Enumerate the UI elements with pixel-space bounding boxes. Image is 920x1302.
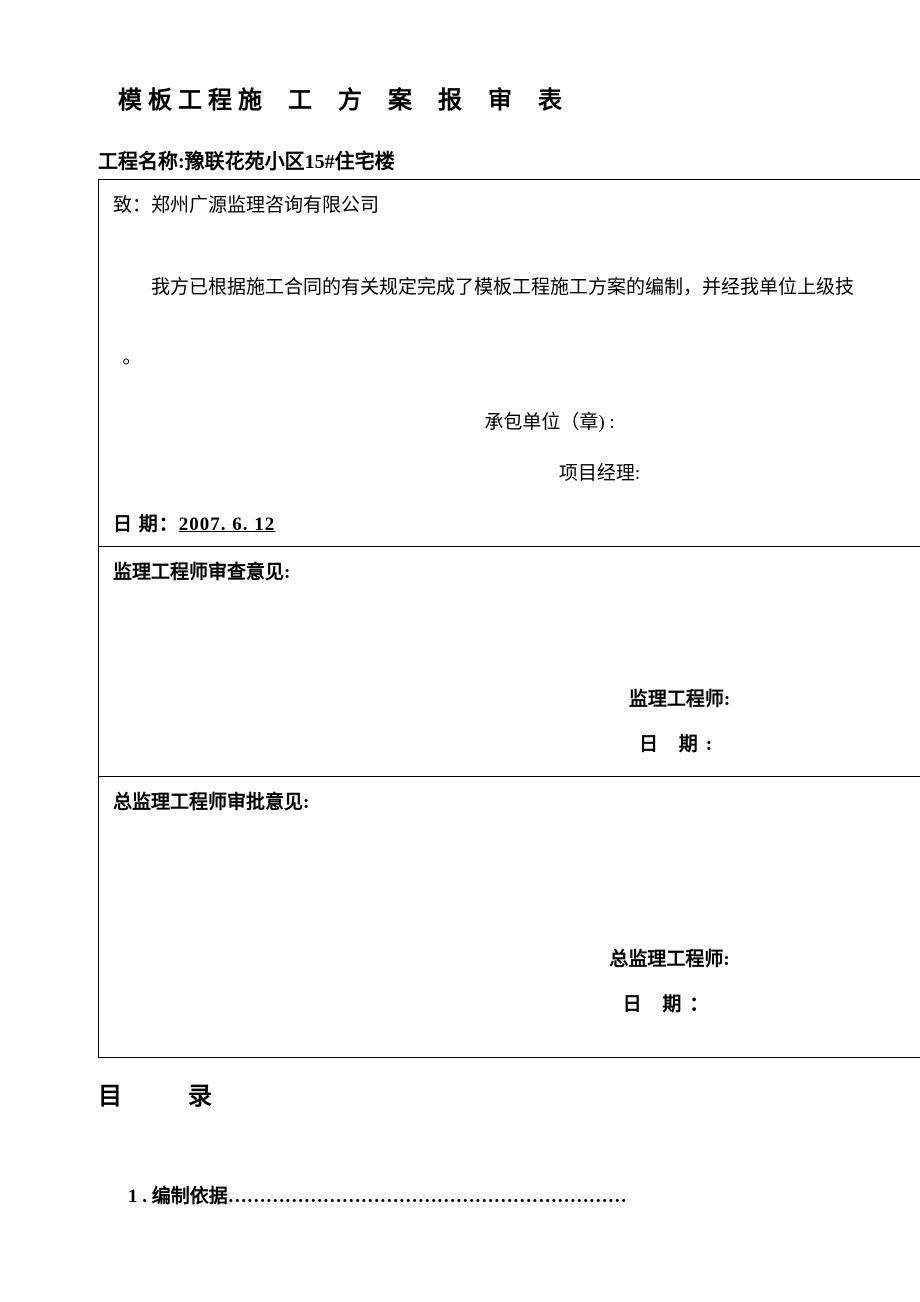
- supervisor-sig-label: 监理工程师:: [453, 684, 906, 711]
- project-name-line: 工程名称:豫联花苑小区15#住宅楼: [98, 145, 920, 174]
- body-main: 我方已根据施工合同的有关规定完成了模板工程施工方案的编制，并经我单位上级技: [151, 277, 854, 298]
- section-submission: 致：郑州广源监理咨询有限公司 我方已根据施工合同的有关规定完成了模板工程施工方案…: [99, 180, 920, 547]
- project-name-value: 豫联花苑小区15#住宅楼: [185, 151, 395, 173]
- chief-approval-title: 总监理工程师审批意见:: [113, 787, 906, 814]
- toc-item-num: 1 .: [128, 1186, 152, 1207]
- project-manager-label: 项目经理:: [293, 458, 906, 485]
- supervisor-signature-block: 监理工程师: 日 期:: [453, 684, 906, 756]
- submission-date-line: 日 期：2007. 6. 12: [113, 509, 906, 536]
- toc-item-1: 1 . 编制依据………………………………………………………: [128, 1181, 920, 1208]
- toc-item-text: 编制依据: [152, 1186, 228, 1207]
- chief-signature-block: 总监理工程师: 日 期：: [433, 944, 906, 1016]
- body-text: 我方已根据施工合同的有关规定完成了模板工程施工方案的编制，并经我单位上级技: [113, 267, 906, 309]
- section-supervisor-review: 监理工程师审查意见: 监理工程师: 日 期:: [99, 547, 920, 777]
- contractor-stamp-label: 承包单位（章) :: [193, 407, 906, 434]
- supervisor-review-title: 监理工程师审查意见:: [113, 557, 906, 584]
- date-value: 2007. 6. 12: [179, 514, 276, 535]
- title-part2: 工 方 案 报 审 表: [288, 88, 572, 114]
- chief-date-label: 日 期：: [433, 989, 906, 1016]
- to-label: 致：: [113, 195, 151, 216]
- supervisor-date-label: 日 期:: [453, 729, 906, 756]
- title-part1: 模板工程施: [118, 88, 268, 114]
- toc-item-dots: ………………………………………………………: [228, 1186, 627, 1207]
- section-chief-approval: 总监理工程师审批意见: 总监理工程师: 日 期：: [99, 777, 920, 1057]
- form-container: 致：郑州广源监理咨询有限公司 我方已根据施工合同的有关规定完成了模板工程施工方案…: [98, 179, 920, 1058]
- document-title: 模板工程施工 方 案 报 审 表: [118, 80, 920, 115]
- date-label: 日 期：: [113, 514, 179, 535]
- to-line: 致：郑州广源监理咨询有限公司: [113, 190, 906, 217]
- project-name-label: 工程名称:: [98, 151, 185, 173]
- chief-sig-label: 总监理工程师:: [433, 944, 906, 971]
- body-end: 。: [113, 337, 906, 379]
- toc-title: 目 录: [98, 1076, 920, 1111]
- to-value: 郑州广源监理咨询有限公司: [151, 195, 379, 216]
